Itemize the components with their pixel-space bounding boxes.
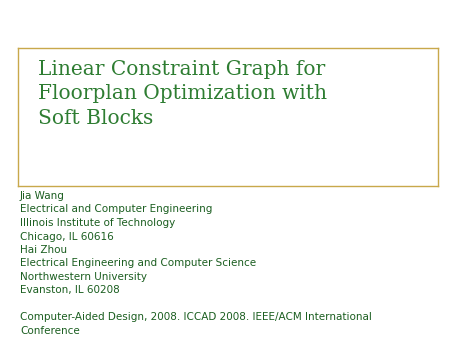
Text: Jia Wang: Jia Wang xyxy=(20,191,65,201)
Text: Computer-Aided Design, 2008. ICCAD 2008. IEEE/ACM International: Computer-Aided Design, 2008. ICCAD 2008.… xyxy=(20,313,372,322)
Text: Electrical Engineering and Computer Science: Electrical Engineering and Computer Scie… xyxy=(20,259,256,268)
Text: Chicago, IL 60616: Chicago, IL 60616 xyxy=(20,232,114,241)
Text: Hai Zhou: Hai Zhou xyxy=(20,245,67,255)
Text: Conference: Conference xyxy=(20,326,80,336)
Text: Northwestern University: Northwestern University xyxy=(20,272,147,282)
Text: Linear Constraint Graph for
Floorplan Optimization with
Soft Blocks: Linear Constraint Graph for Floorplan Op… xyxy=(38,60,327,127)
Text: Electrical and Computer Engineering: Electrical and Computer Engineering xyxy=(20,204,212,215)
Text: Illinois Institute of Technology: Illinois Institute of Technology xyxy=(20,218,175,228)
Text: Evanston, IL 60208: Evanston, IL 60208 xyxy=(20,286,120,295)
